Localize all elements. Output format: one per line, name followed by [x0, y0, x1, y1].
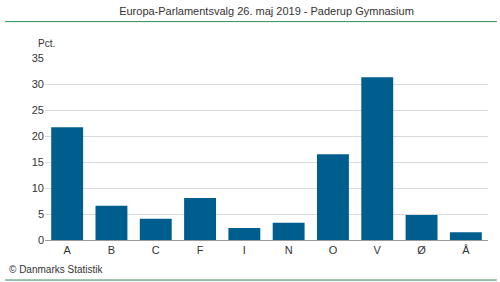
svg-text:Ø: Ø — [417, 244, 426, 256]
svg-text:Å: Å — [462, 244, 470, 256]
svg-text:V: V — [374, 244, 382, 256]
svg-text:Europa-Parlamentsvalg 26. maj: Europa-Parlamentsvalg 26. maj 2019 - Pad… — [119, 5, 414, 17]
svg-text:0: 0 — [38, 234, 44, 246]
svg-text:10: 10 — [32, 182, 44, 194]
svg-text:O: O — [329, 244, 338, 256]
svg-text:I: I — [243, 244, 246, 256]
svg-text:C: C — [152, 244, 160, 256]
svg-text:A: A — [63, 244, 71, 256]
svg-text:F: F — [197, 244, 204, 256]
svg-text:15: 15 — [32, 156, 44, 168]
svg-text:N: N — [285, 244, 293, 256]
svg-text:© Danmarks Statistik: © Danmarks Statistik — [9, 264, 104, 275]
svg-text:30: 30 — [32, 78, 44, 90]
svg-text:Pct.: Pct. — [38, 38, 55, 49]
svg-text:5: 5 — [38, 208, 44, 220]
svg-text:35: 35 — [32, 52, 44, 64]
svg-text:25: 25 — [32, 104, 44, 116]
svg-text:20: 20 — [32, 130, 44, 142]
svg-text:B: B — [108, 244, 115, 256]
